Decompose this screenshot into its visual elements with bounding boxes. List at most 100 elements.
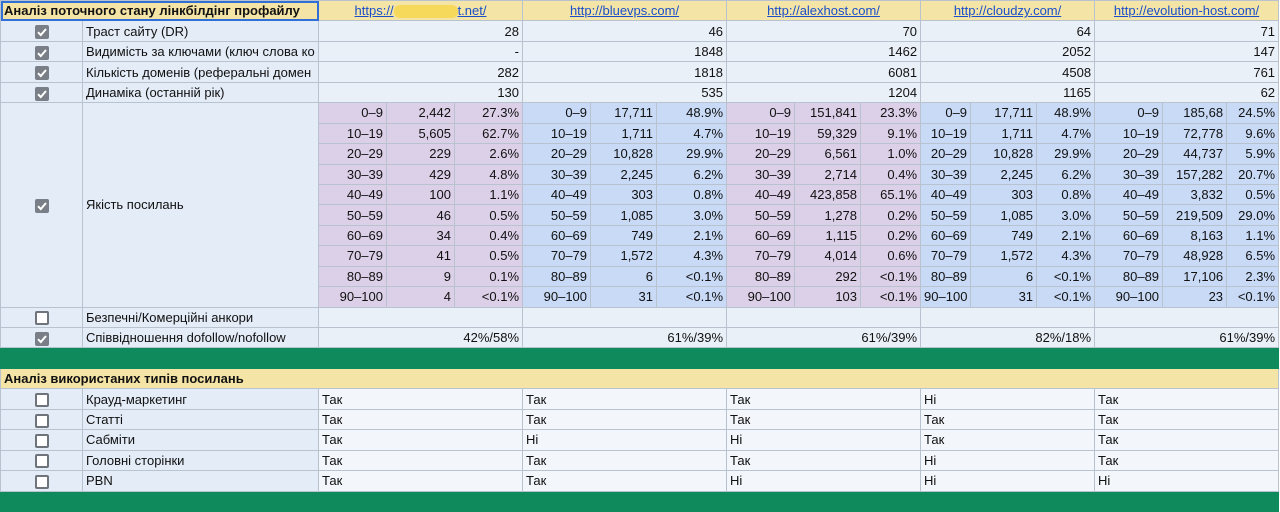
share: 0.2% (887, 228, 918, 244)
checkbox[interactable] (34, 45, 49, 60)
checkbox[interactable] (34, 393, 49, 408)
share: 2.1% (693, 228, 724, 244)
count: 3,832 (1190, 187, 1224, 203)
answer-cell: Ні (920, 449, 1096, 472)
share: 6.2% (693, 166, 724, 182)
site-link[interactable]: http://bluevps.com/ (570, 3, 679, 18)
metric-value-cell: 1818 (522, 61, 728, 83)
count-cell: 185,68 (1162, 102, 1228, 124)
count: 59,329 (817, 125, 858, 141)
share-cell: 4.8% (453, 163, 524, 185)
count: 303 (631, 187, 654, 203)
site-link[interactable]: http://cloudzy.com/ (954, 3, 1061, 18)
answer-cell: Так (920, 429, 1096, 451)
checkbox[interactable] (34, 311, 49, 326)
range: 20–29 (1122, 146, 1160, 162)
checkbox[interactable] (34, 66, 49, 81)
count: 1,572 (620, 248, 654, 264)
metric-value: 2052 (1062, 44, 1092, 60)
row: 10–19 5,605 62.7% 10–19 1,711 4.7% 10–19 59,329… (1, 122, 1280, 145)
checkbox[interactable] (34, 474, 49, 489)
checkbox-cell (0, 470, 83, 492)
count: 17,106 (1183, 268, 1224, 284)
share: 29.9% (686, 146, 724, 162)
site-link[interactable]: https:// t.net/ (355, 3, 486, 19)
quality-label-cell: Якість посилань (82, 102, 319, 308)
count-cell: 48,928 (1162, 245, 1228, 267)
separator (0, 347, 1280, 369)
checkbox[interactable] (34, 433, 49, 448)
metric-value: - (514, 44, 520, 60)
answer: Так (526, 411, 547, 427)
range: 50–59 (1122, 207, 1160, 223)
checkbox[interactable] (34, 198, 49, 213)
anchors-label-cell: Безпечні/Комерційні анкори (82, 306, 319, 329)
share: 29.0% (1238, 207, 1276, 223)
row: Якість посилань 0–9 2,442 27.3% 0–9 17,711 48.… (0, 102, 1280, 308)
range: 90–100 (1115, 289, 1160, 305)
checkbox[interactable] (34, 86, 49, 101)
range: 0–9 (769, 105, 792, 121)
range-cell: 40–49 (522, 183, 592, 206)
share: 0.6% (887, 248, 918, 264)
count-cell: 749 (970, 224, 1038, 247)
range-cell: 40–49 (920, 183, 972, 206)
site-link[interactable]: http://alexhost.com/ (767, 3, 880, 18)
range-cell: 0–9 (726, 102, 796, 124)
anchors-label: Безпечні/Комерційні анкори (86, 309, 254, 325)
range-cell: 40–49 (1094, 183, 1164, 206)
range-cell: 50–59 (522, 204, 592, 226)
range-cell: 80–89 (1094, 265, 1164, 288)
checkbox-cell (0, 61, 83, 83)
share: 27.3% (482, 105, 520, 121)
share-cell: <0.1% (1036, 265, 1096, 288)
count: 9 (443, 268, 451, 284)
count-cell: 100 (386, 183, 455, 206)
share: 4.7% (1061, 125, 1092, 141)
range-cell: 60–69 (726, 224, 796, 247)
answer-cell: Так (726, 449, 922, 472)
ratio-value: 82%/18% (1035, 330, 1092, 346)
metric-value-cell: 2052 (920, 40, 1096, 63)
metric-value: 4508 (1062, 64, 1092, 80)
row: Кількість доменів (реферальні домен 282 18… (0, 61, 1280, 83)
share-cell: 0.6% (860, 245, 922, 267)
checkbox[interactable] (34, 413, 49, 428)
count-cell: 229 (386, 143, 455, 165)
header-title-cell: Аналіз поточного стану лінкбілдінг профа… (0, 0, 319, 22)
range-cell: 50–59 (920, 204, 972, 226)
count-cell: 2,245 (970, 163, 1038, 185)
row: Видимість за ключами (ключ слова ко - 1848… (0, 40, 1280, 63)
checkbox[interactable] (34, 331, 49, 346)
site-link[interactable]: http://evolution-host.com/ (1114, 3, 1259, 18)
share-cell: 5.9% (1226, 143, 1280, 165)
count: 10,828 (993, 146, 1034, 162)
count-cell: 44,737 (1162, 143, 1228, 165)
answer: Так (730, 452, 751, 468)
site-link-text: http://bluevps.com/ (569, 3, 680, 19)
checkbox[interactable] (34, 25, 49, 40)
row: 50–59 46 0.5% 50–59 1,085 3.0% 50–59 1,278 0.2% 5… (1, 204, 1280, 226)
range-cell: 90–100 (726, 286, 796, 308)
row: Співвідношення dofollow/nofollow 42%/58% 6… (0, 326, 1280, 349)
count: 1,711 (621, 125, 654, 141)
site-header: http://cloudzy.com/ (920, 0, 1096, 22)
checkbox-cell (0, 81, 83, 104)
answer: Так (526, 473, 547, 489)
ratio-value-cell: 82%/18% (920, 326, 1096, 349)
range: 40–49 (1122, 187, 1160, 203)
count-cell: 219,509 (1162, 204, 1228, 226)
type-label-cell: Головні сторінки (82, 449, 319, 472)
share: <0.1% (1237, 289, 1276, 305)
answer: Так (730, 391, 751, 407)
site-header: http://alexhost.com/ (726, 0, 922, 22)
checkbox[interactable] (34, 454, 49, 469)
metric-value: 6081 (888, 64, 918, 80)
answer: Так (924, 432, 945, 448)
range-cell: 0–9 (318, 102, 387, 124)
share: 23.3% (880, 105, 918, 121)
range-cell: 60–69 (318, 224, 387, 247)
share-cell: 4.3% (656, 245, 728, 267)
answer: Так (526, 452, 547, 468)
checkbox-cell (0, 306, 83, 329)
